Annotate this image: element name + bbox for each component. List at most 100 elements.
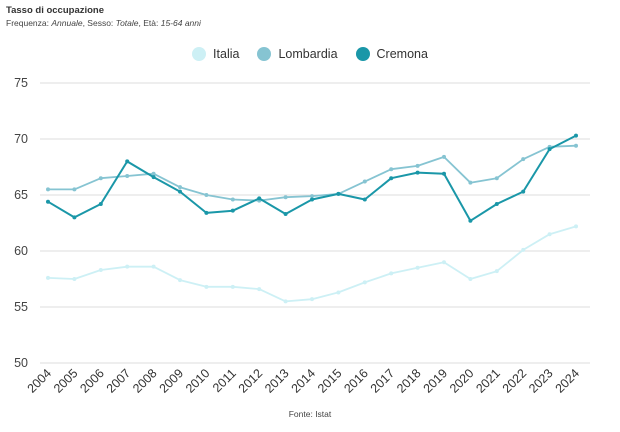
data-point-cremona: [98, 201, 103, 206]
data-point-cremona: [336, 191, 341, 196]
data-point-italia: [151, 264, 156, 269]
data-point-lombardia: [283, 195, 288, 200]
legend-label-lombardia: Lombardia: [278, 47, 338, 61]
x-tick-label: 2007: [104, 366, 134, 396]
data-point-italia: [98, 268, 103, 273]
data-point-cremona: [257, 196, 262, 201]
data-point-italia: [468, 277, 473, 281]
subtitle-value-age: 15-64 anni: [160, 18, 201, 28]
y-tick-label: 70: [14, 132, 28, 146]
subtitle-key-frequency: Frequenza:: [6, 18, 52, 28]
data-point-lombardia: [204, 193, 209, 197]
x-tick-label: 2017: [368, 366, 398, 396]
data-point-italia: [336, 290, 341, 295]
series-line-lombardia: [48, 144, 577, 202]
x-tick-label: 2005: [51, 366, 81, 396]
data-point-cremona: [547, 147, 552, 152]
data-point-italia: [72, 277, 77, 281]
x-tick-label: 2006: [77, 366, 107, 396]
data-point-cremona: [151, 175, 156, 180]
data-point-italia: [178, 278, 182, 283]
legend-item-lombardia[interactable]: Lombardia: [257, 47, 338, 61]
data-point-lombardia: [46, 187, 50, 192]
x-tick-label: 2021: [473, 366, 503, 396]
legend-item-cremona[interactable]: Cremona: [355, 47, 428, 61]
subtitle-key-sex: , Sesso:: [82, 18, 116, 28]
data-point-lombardia: [494, 176, 499, 181]
data-point-cremona: [362, 197, 367, 202]
data-point-lombardia: [468, 180, 473, 185]
subtitle-value-frequency: Annuale: [51, 18, 83, 28]
data-point-italia: [442, 260, 446, 265]
data-point-lombardia: [178, 185, 182, 190]
data-point-lombardia: [98, 176, 103, 181]
x-tick-label: 2010: [183, 366, 213, 396]
data-point-lombardia: [574, 143, 578, 148]
x-tick-label: 2020: [447, 366, 477, 396]
subtitle-key-age: , Età:: [138, 18, 161, 28]
legend-item-italia[interactable]: Italia: [192, 47, 239, 61]
data-point-lombardia: [230, 197, 235, 202]
data-point-italia: [125, 264, 130, 269]
data-point-cremona: [389, 176, 394, 181]
x-tick-label: 2019: [421, 366, 451, 396]
data-point-cremona: [494, 201, 499, 206]
y-tick-label: 50: [14, 356, 28, 370]
data-point-lombardia: [362, 179, 367, 184]
x-tick-label: 2008: [130, 366, 160, 396]
data-point-lombardia: [389, 167, 394, 172]
x-tick-label: 2018: [394, 366, 424, 396]
data-point-italia: [283, 299, 288, 304]
data-point-cremona: [521, 189, 526, 194]
data-point-lombardia: [151, 171, 156, 176]
x-tick-label: 2012: [236, 366, 266, 396]
x-tick-label: 2013: [262, 366, 292, 396]
x-tick-label: 2009: [157, 366, 187, 396]
data-point-lombardia: [72, 187, 77, 192]
data-point-italia: [494, 269, 499, 274]
legend-swatch-italia: [192, 47, 207, 61]
series-line-italia: [47, 225, 577, 303]
data-point-cremona: [125, 159, 130, 164]
x-tick-label: 2016: [341, 366, 371, 396]
data-point-cremona: [283, 212, 288, 217]
y-tick-label: 65: [14, 188, 28, 202]
data-point-italia: [521, 247, 526, 252]
legend-swatch-lombardia: [257, 47, 272, 61]
data-point-cremona: [230, 208, 235, 213]
data-point-italia: [574, 224, 578, 229]
legend-label-cremona: Cremona: [376, 47, 428, 61]
data-point-italia: [415, 265, 420, 270]
x-tick-label: 2023: [526, 366, 556, 396]
data-point-italia: [389, 271, 394, 276]
data-point-italia: [46, 275, 50, 280]
x-tick-label: 2014: [289, 366, 319, 396]
x-tick-label: 2011: [210, 366, 239, 395]
data-point-lombardia: [442, 154, 446, 159]
x-tick-label: 2004: [25, 366, 55, 396]
line-chart: 50 55 60 65 70 75 2004200520062007200820092010…: [14, 76, 590, 396]
chart-title: Tasso di occupazione: [6, 5, 105, 16]
data-point-italia: [310, 297, 314, 302]
legend-swatch-cremona: [355, 47, 370, 61]
data-point-italia: [547, 232, 552, 237]
data-point-italia: [230, 284, 235, 289]
y-tick-label: 75: [14, 76, 28, 90]
subtitle-value-sex: Totale: [115, 18, 139, 28]
data-point-cremona: [72, 215, 77, 220]
x-tick-label: 2015: [315, 366, 345, 396]
data-point-cremona: [574, 133, 578, 138]
data-point-italia: [362, 280, 367, 285]
chart-legend: Italia Lombardia Cremona: [0, 47, 620, 61]
data-point-cremona: [46, 199, 50, 204]
y-tick-label: 60: [14, 244, 28, 258]
data-point-cremona: [468, 218, 473, 223]
x-tick-label: 2024: [553, 366, 583, 396]
source-note: Fonte: Istat: [288, 409, 332, 419]
data-point-lombardia: [125, 173, 130, 178]
data-point-italia: [257, 287, 262, 292]
data-point-italia: [204, 284, 209, 289]
chart-subtitle: Frequenza: Annuale, Sesso: Totale, Età: …: [6, 18, 201, 28]
y-tick-label: 55: [14, 300, 28, 314]
legend-label-italia: Italia: [213, 47, 240, 61]
